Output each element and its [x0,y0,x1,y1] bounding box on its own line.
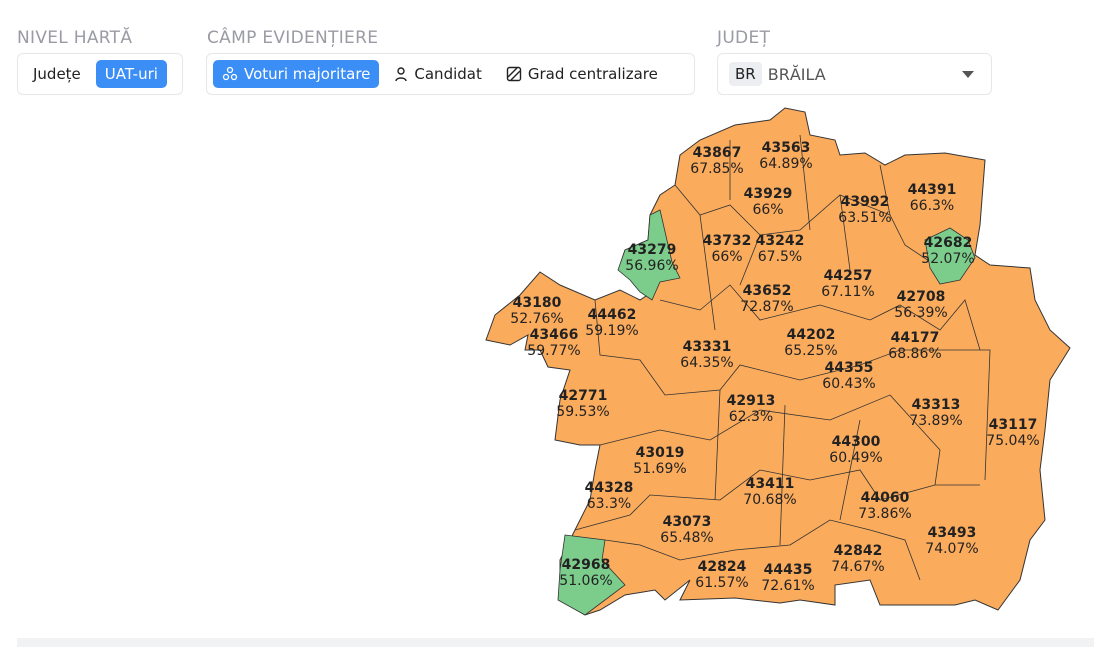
region-label: 43279 [628,242,677,258]
county-select[interactable]: BR BRĂILA [717,53,992,95]
region-value: 72.87% [740,299,793,315]
region-value: 62.3% [729,409,773,425]
region-value: 56.39% [894,305,947,321]
region-value: 51.69% [633,461,686,477]
region-label: 43180 [513,295,562,311]
region-label: 44328 [585,480,634,496]
region-label: 44300 [832,434,881,450]
region-value: 67.11% [821,284,874,300]
region-value: 66% [711,249,742,265]
region-value: 66% [752,202,783,218]
county-name: BRĂILA [767,64,826,84]
region-label: 43019 [636,445,685,461]
region-value: 70.68% [743,492,796,508]
region-label: 44202 [787,327,836,343]
region-label: 42682 [924,235,973,251]
region-value: 63.3% [587,496,631,512]
region-value: 59.77% [527,343,580,359]
region-label: 43493 [928,525,977,541]
region-label: 43652 [743,283,792,299]
region-value: 61.57% [695,575,748,591]
region-value: 63.51% [838,210,891,226]
region-label: 42913 [727,393,776,409]
group-label: NIVEL HARTĂ [17,28,133,48]
button-text: Județe [33,65,81,83]
region-label: 43732 [703,233,752,249]
region-label: 42771 [559,388,608,404]
region-label: 43313 [912,397,961,413]
region-value: 60.43% [822,376,875,392]
region-label: 44462 [588,307,637,323]
toggle-button[interactable]: Candidat [385,60,490,88]
highlight-toggle: Voturi majoritare Candidat Grad centrali… [206,53,695,95]
region-label: 44391 [908,182,957,198]
region-label: 43929 [744,186,793,202]
region-label: 43331 [683,339,732,355]
region-value: 52.07% [921,251,974,267]
region-label: 44060 [861,490,910,506]
region-label: 43117 [989,417,1038,433]
region-label: 42824 [698,559,747,575]
region-label: 43073 [663,514,712,530]
region-shape [557,534,626,616]
region-label: 44177 [891,330,940,346]
toggle-button[interactable]: Voturi majoritare [213,60,380,88]
footer-bar [17,638,1094,647]
icon [506,66,522,82]
region-label: 43867 [693,145,742,161]
region-value: 52.76% [510,311,563,327]
button-text: UAT-uri [104,65,158,83]
region-label: 42842 [834,543,883,559]
dropdown-arrow [962,71,974,78]
region-value: 65.48% [660,530,713,546]
region-label: 43992 [841,194,890,210]
toggle-button[interactable]: Grad centralizare [497,60,667,88]
region-label: 44435 [764,562,813,578]
group-label: CÂMP EVIDENȚIERE [207,28,379,48]
region-value: 51.06% [559,573,612,589]
toggle-button[interactable]: Județe [24,60,90,88]
region-label: 43242 [756,233,805,249]
region-value: 74.07% [925,541,978,557]
button-text: Voturi majoritare [244,65,371,83]
region-label: 44355 [825,360,874,376]
map-level-toggle: Județe UAT-uri [17,53,183,95]
region-value: 75.04% [986,433,1039,449]
region-value: 74.67% [831,559,884,575]
button-text: Candidat [414,65,482,83]
region-value: 72.61% [761,578,814,594]
region-value: 73.86% [858,506,911,522]
region-shape [617,209,681,301]
toggle-button[interactable]: UAT-uri [95,60,167,88]
region-value: 67.5% [758,249,802,265]
region-value: 59.19% [585,323,638,339]
region-value: 66.3% [910,198,954,214]
region-shape [924,227,976,285]
region-value: 68.86% [888,346,941,362]
region-value: 64.89% [759,156,812,172]
region-label: 43411 [746,476,795,492]
region-value: 73.89% [909,413,962,429]
region-value: 67.85% [690,161,743,177]
region-value: 65.25% [784,343,837,359]
region-label: 43466 [530,327,579,343]
region-value: 56.96% [625,258,678,274]
region-label: 43563 [762,140,811,156]
region-label: 42708 [897,289,946,305]
boundaries [574,134,991,581]
county-code: BR [729,62,762,86]
region-label: 42968 [562,557,611,573]
button-text: Grad centralizare [527,65,658,83]
icon [222,66,238,81]
region-value: 64.35% [680,355,733,371]
region-label: 44257 [824,268,873,284]
region-value: 59.53% [556,404,609,420]
group-label: JUDEȚ [717,28,771,48]
icon [395,67,408,82]
region-value: 60.49% [829,450,882,466]
